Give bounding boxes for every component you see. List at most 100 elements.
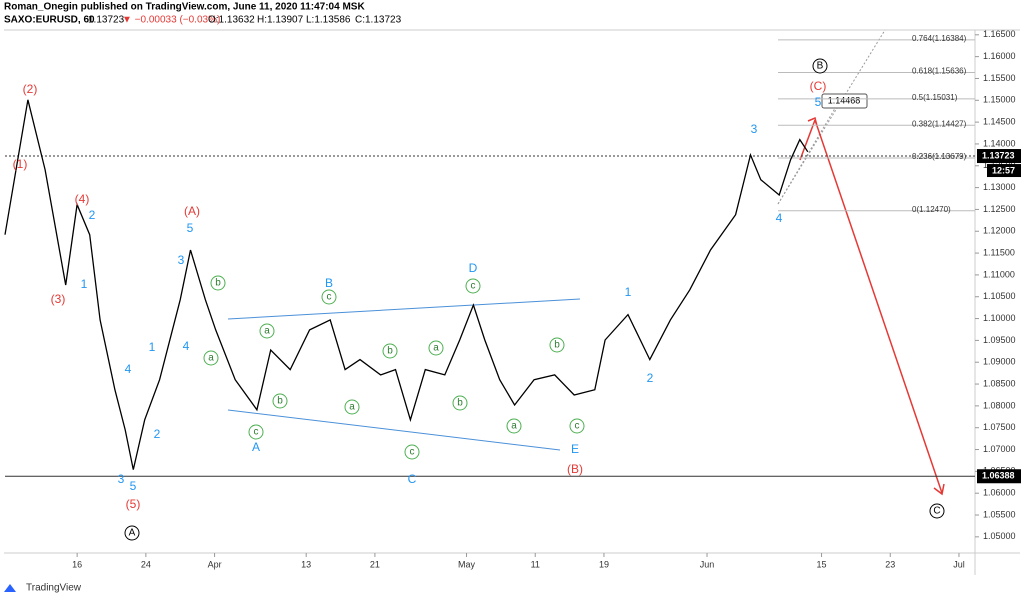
wave-label: 2: [647, 371, 654, 385]
wave-label: B: [325, 276, 333, 290]
wave-circle: [452, 395, 468, 411]
wave-label: 5: [187, 221, 194, 235]
price-tag: [977, 149, 1021, 164]
arrow: [799, 119, 816, 161]
y-tick-label: 1.09000: [983, 357, 1016, 367]
ohlc-low: L:1.13586: [306, 15, 351, 26]
x-tick-label: May: [458, 559, 476, 569]
triangle-lower: [227, 409, 561, 451]
wave-label: b: [215, 278, 221, 289]
wave-circle: [549, 337, 565, 353]
wave-label: a: [511, 421, 517, 432]
wave-circle: [259, 323, 275, 339]
wave-label: a: [433, 343, 439, 354]
wave-label: 5: [815, 95, 822, 109]
y-tick-label: 1.14000: [983, 138, 1016, 148]
y-tick-label: 1.11500: [983, 247, 1015, 257]
x-tick-label: 15: [817, 559, 827, 569]
author-line: Roman_Onegin published on TradingView.co…: [4, 2, 365, 13]
wave-circle: [812, 58, 828, 74]
y-tick-label: 1.08000: [983, 400, 1016, 410]
fib-label: 0.618(1.15636): [912, 67, 967, 76]
x-tick-label: 24: [141, 559, 151, 569]
wave-circle: [124, 525, 140, 541]
wave-label: c: [575, 421, 580, 432]
y-tick-label: 1.06000: [983, 488, 1016, 498]
ohlc-high: H:1.13907: [257, 15, 304, 26]
wave-label: A: [129, 528, 136, 539]
wave-label: c: [254, 427, 259, 438]
wave-label: 1: [81, 277, 88, 291]
wave-label: 1: [149, 340, 156, 354]
callout-box: [821, 93, 868, 109]
change: ▼ −0.00033 (−0.03%): [122, 15, 220, 26]
wave-label: a: [208, 353, 214, 364]
y-tick-label: 1.10500: [983, 291, 1016, 301]
y-tick-label: 1.15500: [983, 73, 1016, 83]
wave-label: (C): [810, 79, 827, 93]
wave-label: 1: [625, 285, 632, 299]
wave-label: a: [349, 402, 355, 413]
wave-label: 2: [154, 427, 161, 441]
wave-label: 4: [125, 362, 132, 376]
y-tick-label: 1.05000: [983, 531, 1016, 541]
wave-label: 3: [178, 253, 185, 267]
wave-label: D: [469, 261, 478, 275]
y-tick-label: 1.10000: [983, 313, 1016, 323]
ohlc-open: O:1.13632: [208, 15, 255, 26]
symbol: SAXO:EURUSD, 60: [4, 15, 95, 26]
countdown-tag: [987, 164, 1021, 178]
wave-circle: [929, 503, 945, 519]
wave-circle: [569, 418, 585, 434]
wave-label: (5): [126, 497, 141, 511]
y-tick-label: 1.16500: [983, 29, 1016, 39]
wave-circle: [465, 278, 481, 294]
countdown: 12:57: [992, 165, 1015, 175]
triangle-upper: [227, 298, 581, 320]
fib-label: 0.382(1.14427): [912, 119, 967, 128]
y-tick-label: 1.05500: [983, 509, 1016, 519]
wave-label: b: [457, 398, 463, 409]
wave-circle: [210, 275, 226, 291]
wave-label: b: [387, 346, 393, 357]
wave-label: (3): [51, 292, 66, 306]
wave-label: c: [327, 292, 332, 303]
price-tag: [977, 469, 1021, 484]
wave-label: (1): [13, 157, 28, 171]
wave-label: 2: [89, 208, 96, 222]
y-tick-label: 1.15000: [983, 95, 1016, 105]
price-line-series: [4, 99, 809, 470]
callout: 1.14468: [828, 95, 861, 105]
ohlc-close: C:1.13723: [355, 15, 402, 26]
wave-label: (B): [567, 462, 583, 476]
y-tick-label: 1.16000: [983, 51, 1016, 61]
wave-label: 4: [776, 211, 783, 225]
y-tick-label: 1.11000: [983, 269, 1015, 279]
wave-circle: [428, 340, 444, 356]
wave-circle: [404, 444, 420, 460]
fib-label: 0(1.12470): [912, 205, 951, 214]
y-tick-label: 1.14500: [983, 116, 1016, 126]
wave-label: (2): [23, 82, 38, 96]
wave-label: C: [933, 506, 940, 517]
x-tick-label: 21: [370, 559, 380, 569]
x-tick-label: 19: [599, 559, 609, 569]
wave-label: (A): [184, 204, 200, 218]
x-tick-label: 16: [72, 559, 82, 569]
fib-label: 0.236(1.13679): [912, 152, 967, 161]
y-tick-label: 1.08500: [983, 378, 1016, 388]
y-tick-label: 1.07500: [983, 422, 1016, 432]
wave-circle: [382, 343, 398, 359]
brand: TradingView: [26, 583, 82, 594]
wave-circle: [272, 393, 288, 409]
wave-label: A: [252, 440, 260, 454]
y-tick-label: 1.09500: [983, 335, 1016, 345]
wave-label: E: [571, 442, 579, 456]
x-tick-label: 13: [301, 559, 311, 569]
wave-label: 5: [130, 479, 137, 493]
wave-label: C: [408, 472, 417, 486]
x-tick-label: Apr: [208, 559, 222, 569]
